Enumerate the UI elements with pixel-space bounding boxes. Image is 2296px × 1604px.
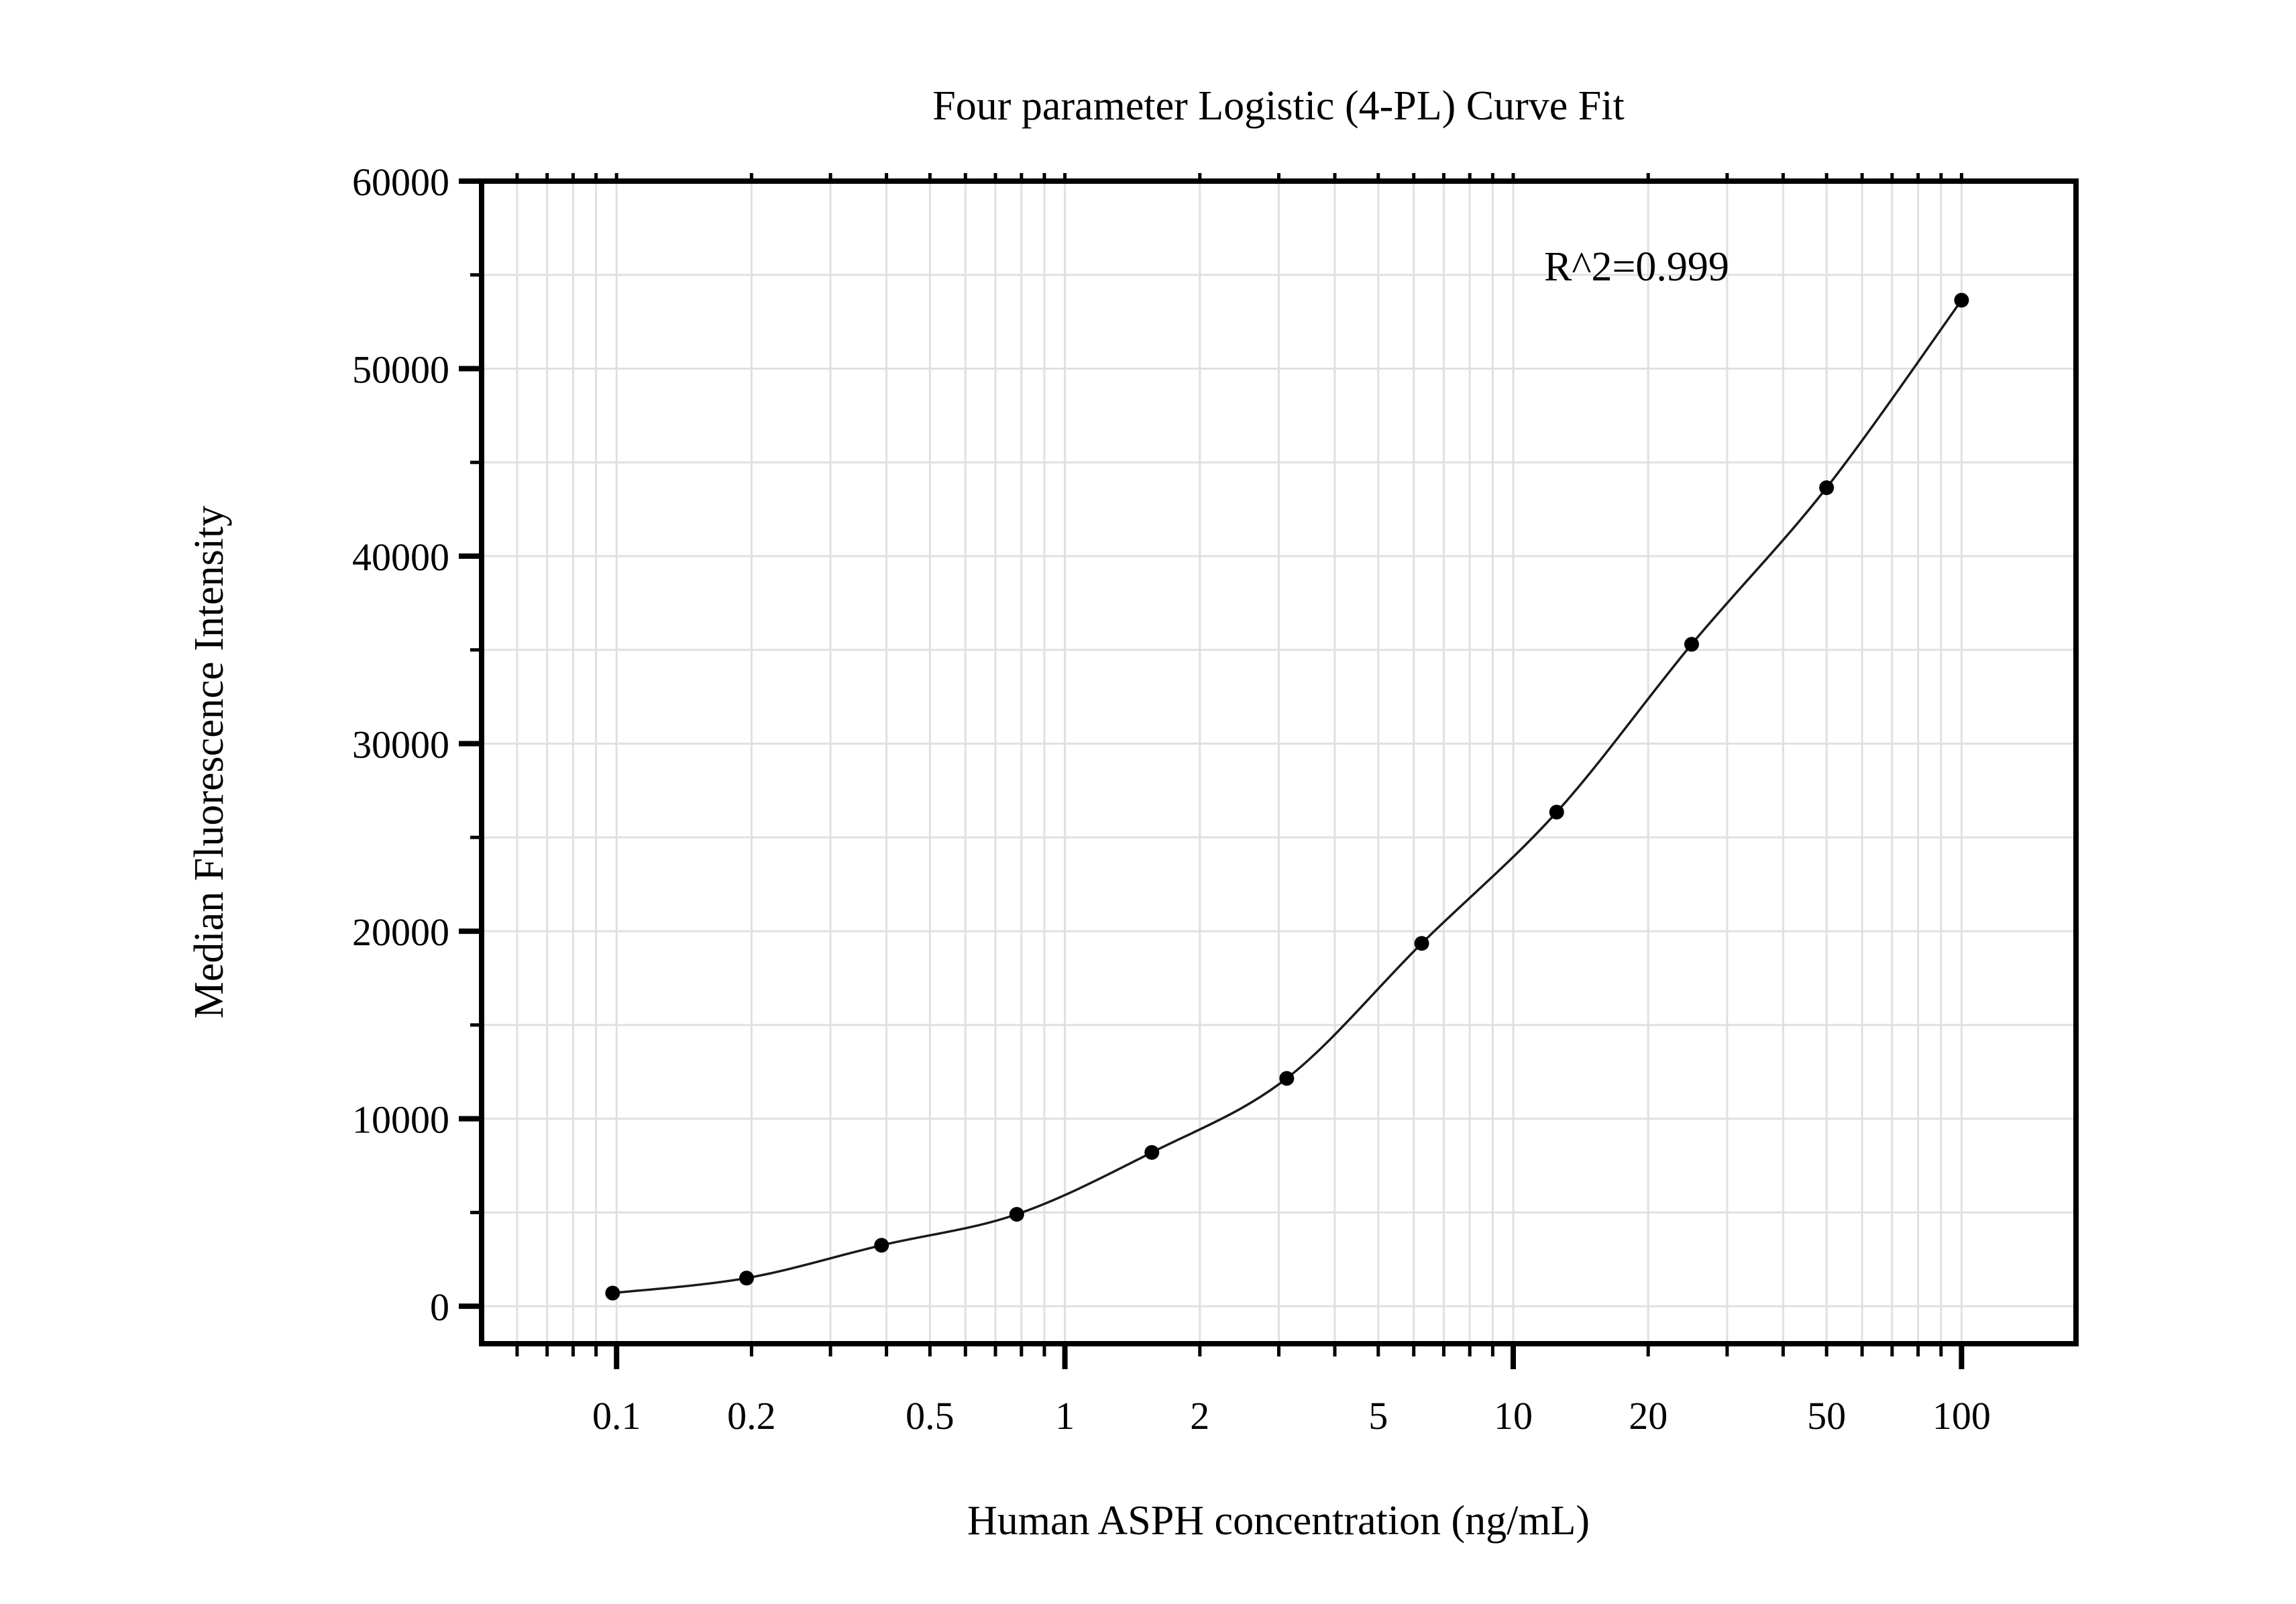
y-tick-label: 30000 (352, 723, 449, 767)
tick-labels: 0.1 0.2 0.5 1 2 5 10 20 50 100 0 10000 20000 30000 400… (352, 160, 1991, 1438)
x-tick-label: 0.5 (906, 1394, 954, 1438)
data-point (1414, 936, 1429, 951)
y-tick-label: 50000 (352, 348, 449, 392)
x-tick-label: 0.2 (727, 1394, 776, 1438)
y-tick-label: 40000 (352, 535, 449, 579)
data-points (605, 292, 1969, 1301)
y-tick-label: 20000 (352, 910, 449, 954)
axis-ticks (459, 173, 1965, 1369)
x-tick-label: 2 (1190, 1394, 1209, 1438)
data-point (1819, 480, 1835, 496)
x-tick-label: 100 (1932, 1394, 1991, 1438)
data-point (1144, 1144, 1160, 1160)
plot-frame (479, 178, 2079, 1346)
r-squared-annotation: R^2=0.999 (1544, 244, 1729, 290)
data-point (1279, 1071, 1295, 1086)
x-tick-label: 5 (1368, 1394, 1388, 1438)
data-point (1549, 804, 1564, 820)
y-tick-label: 60000 (352, 160, 449, 204)
gridlines (482, 181, 2076, 1344)
fit-curve (612, 299, 1963, 1295)
x-axis-label: Human ASPH concentration (ng/mL) (967, 1498, 1590, 1544)
data-point (739, 1271, 755, 1286)
data-point (1009, 1207, 1024, 1222)
x-tick-label: 0.1 (592, 1394, 641, 1438)
x-tick-label: 1 (1055, 1394, 1075, 1438)
fit-curve-path (612, 299, 1963, 1295)
data-point (1684, 637, 1699, 652)
x-tick-label: 10 (1494, 1394, 1533, 1438)
chart-title: Four parameter Logistic (4-PL) Curve Fit (932, 83, 1624, 129)
data-point (605, 1285, 620, 1301)
y-axis-label: Median Fluorescence Intensity (186, 506, 232, 1018)
y-tick-label: 10000 (352, 1098, 449, 1142)
data-point (874, 1238, 889, 1253)
y-tick-label: 0 (430, 1285, 449, 1329)
data-point (1954, 292, 1969, 308)
x-tick-label: 50 (1807, 1394, 1846, 1438)
x-tick-label: 20 (1629, 1394, 1668, 1438)
